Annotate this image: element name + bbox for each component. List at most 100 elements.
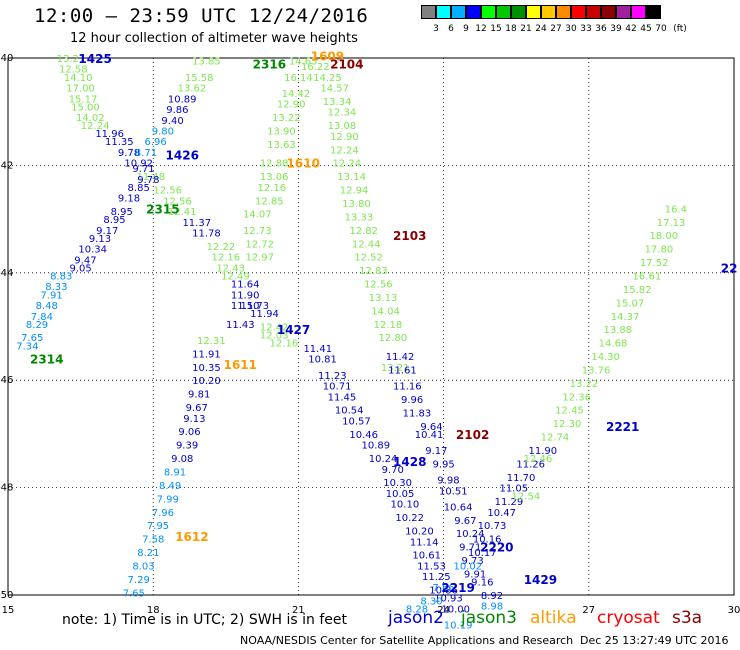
track-time-label: 2314	[30, 353, 63, 367]
data-label: 17.80	[645, 245, 674, 256]
data-label: 11.25	[422, 572, 451, 583]
data-label: 9.91	[464, 570, 486, 581]
data-label: 16.14	[284, 73, 313, 84]
color-scale-swatch	[466, 5, 481, 19]
data-label: 13.33	[345, 212, 374, 223]
data-label: 8.49	[159, 481, 181, 492]
data-label: 12.80	[378, 333, 407, 344]
data-label: 6.96	[144, 137, 166, 148]
data-label: 12.73	[243, 226, 272, 237]
track-time-label: 1429	[524, 573, 557, 587]
track-time-label: 1610	[287, 157, 320, 171]
color-scale-label: 39	[610, 24, 622, 34]
data-label: 13.08	[328, 121, 357, 132]
data-label: 9.70	[382, 465, 404, 476]
color-scale-label: 42	[625, 24, 637, 34]
data-label: 12.44	[352, 239, 381, 250]
data-label: 14.68	[599, 339, 628, 350]
track-time-label: 1609	[311, 49, 344, 63]
track-time-label: 22	[721, 261, 738, 275]
data-label: 9.08	[171, 454, 193, 465]
color-scale-swatch	[496, 5, 511, 19]
color-scale-label: 33	[580, 24, 592, 34]
data-label: 11.23	[318, 371, 347, 382]
data-label: 8.95	[103, 215, 125, 226]
data-label: 9.18	[118, 194, 140, 205]
data-label: 8.21	[137, 548, 159, 559]
data-label: 12.74	[541, 433, 570, 444]
color-scale-swatch	[646, 5, 661, 19]
data-label: 16.22	[301, 62, 330, 73]
data-label: 11.94	[250, 309, 279, 320]
data-label: 10.92	[124, 159, 153, 170]
data-label: 14.30	[591, 352, 620, 363]
data-label: 7.91	[40, 290, 62, 301]
data-label: 12.52	[354, 253, 383, 264]
data-label: 12.43	[216, 263, 245, 274]
data-label: 11.90	[528, 446, 557, 457]
data-label: 11.26	[516, 459, 545, 470]
color-scale-swatch	[616, 5, 631, 19]
color-scale-label: 12	[475, 24, 487, 34]
y-tick-label: -46	[0, 375, 13, 386]
data-label: 10.00	[441, 604, 470, 615]
legend-jason3: jason3	[461, 608, 517, 628]
data-label: 11.96	[95, 129, 124, 140]
data-label: 18.00	[649, 231, 678, 242]
data-label: 11.73	[241, 301, 270, 312]
data-label: 11.64	[231, 280, 260, 291]
data-label: 12.82	[349, 226, 378, 237]
data-label: 9.81	[188, 390, 210, 401]
data-label: 10.51	[439, 486, 468, 497]
data-label: 10.02	[453, 561, 482, 572]
data-label: 10.81	[308, 355, 337, 366]
data-label: 12.30	[553, 419, 582, 430]
data-label: 12.18	[374, 320, 403, 331]
data-label: 11.91	[192, 349, 221, 360]
data-label: 12.16	[211, 253, 240, 264]
data-label: 10.71	[323, 382, 352, 393]
data-label: 12.49	[221, 271, 250, 282]
data-label: 11.14	[410, 537, 439, 548]
data-label: 9.17	[96, 226, 118, 237]
color-scale-swatch	[586, 5, 601, 19]
data-label: 17.52	[640, 258, 669, 269]
data-label: 14.02	[76, 113, 105, 124]
x-tick-label: 24	[437, 605, 450, 616]
data-label: 15.82	[623, 285, 652, 296]
data-label: 12.45	[555, 406, 584, 417]
data-label: 11.48	[136, 172, 165, 183]
color-scale-swatch	[421, 5, 436, 19]
data-label: 10.30	[383, 478, 412, 489]
data-label: 16.61	[633, 271, 662, 282]
data-label: 12.56	[153, 186, 182, 197]
data-label: 12.22	[207, 242, 236, 253]
data-label: 12.72	[245, 239, 274, 250]
chart-note: note: 1) Time is in UTC; 2) SWH is in fe…	[62, 612, 348, 628]
data-label: 13.63	[267, 140, 296, 151]
data-label: 12.03	[260, 331, 289, 342]
data-label: 7.96	[152, 508, 174, 519]
x-tick-label: 21	[292, 605, 305, 616]
data-label: 10.19	[444, 621, 473, 632]
data-label: 11.83	[403, 408, 432, 419]
data-label: 9.39	[176, 441, 198, 452]
data-label: 10.35	[192, 363, 221, 374]
color-scale-label: 24	[535, 24, 547, 34]
data-label: 12.97	[245, 253, 274, 264]
x-tick-label: 18	[147, 605, 160, 616]
data-label: 10.24	[369, 454, 398, 465]
data-label: 14.07	[243, 210, 272, 221]
y-tick-label: -40	[0, 53, 13, 64]
track-time-label: 1425	[78, 52, 111, 66]
data-label: 9.64	[420, 422, 442, 433]
data-label: 11.50	[231, 301, 260, 312]
color-scale-label: 30	[565, 24, 577, 34]
data-label: 13.21	[381, 363, 410, 374]
track-time-label: 2221	[606, 420, 639, 434]
data-label: 11.05	[499, 484, 528, 495]
data-label: 9.47	[74, 255, 96, 266]
data-label: 9.16	[471, 578, 493, 589]
track-time-label: 2220	[480, 541, 513, 555]
data-label: 15.58	[185, 73, 214, 84]
